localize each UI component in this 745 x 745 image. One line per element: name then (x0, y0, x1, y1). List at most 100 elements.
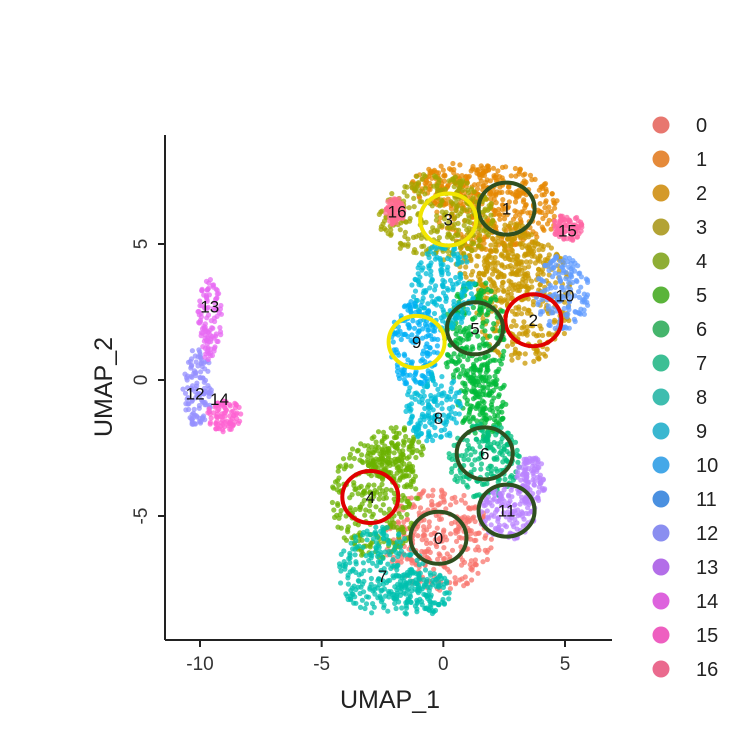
cell-point (527, 259, 533, 265)
cell-point (348, 587, 354, 593)
cell-point (378, 507, 384, 513)
cell-point (538, 326, 544, 332)
cell-point (213, 296, 219, 302)
cell-point (514, 447, 520, 453)
cell-point (371, 434, 377, 440)
cell-point (485, 378, 491, 384)
cell-point (441, 390, 447, 396)
cell-point (569, 228, 576, 234)
cell-point (494, 377, 500, 383)
cell-point (409, 413, 415, 419)
cell-point (234, 410, 240, 416)
cell-point (191, 368, 198, 374)
cell-point (434, 525, 440, 531)
cell-point (213, 426, 219, 432)
cell-point (449, 456, 455, 462)
cell-point (512, 502, 518, 508)
cell-point (453, 331, 459, 337)
cell-point (542, 181, 549, 187)
cell-point (430, 437, 436, 444)
cell-point (450, 160, 456, 167)
legend-item-7: 7 (652, 353, 707, 375)
cell-point (406, 302, 412, 308)
cell-point (408, 566, 414, 573)
cell-point (561, 257, 567, 263)
cell-point (456, 335, 462, 341)
cell-point (400, 332, 406, 338)
cell-point (441, 309, 447, 315)
cell-point (382, 466, 388, 472)
cell-point (419, 602, 425, 608)
cell-point (455, 354, 461, 360)
cell-point (426, 309, 432, 315)
cell-point (488, 522, 494, 528)
cell-point (436, 391, 442, 398)
cell-point (483, 168, 489, 174)
cell-point (533, 455, 539, 461)
cell-point (367, 542, 373, 548)
cell-point (429, 293, 435, 299)
cell-point (359, 552, 365, 558)
cell-point (425, 327, 431, 333)
cell-point (509, 191, 516, 197)
cell-point (418, 302, 424, 309)
cell-point (353, 561, 359, 567)
cell-point (496, 498, 502, 504)
cell-point (444, 364, 450, 370)
cluster-label-11: 11 (498, 502, 516, 521)
cell-point (490, 387, 496, 394)
cell-point (473, 562, 479, 568)
cell-point (438, 187, 444, 193)
cell-point (395, 585, 401, 591)
cell-point (494, 441, 500, 447)
cell-point (444, 393, 450, 399)
cell-point (441, 412, 447, 418)
cell-point (549, 191, 555, 197)
cell-point (478, 227, 484, 233)
cell-point (464, 372, 470, 378)
cell-point (197, 298, 203, 304)
cell-point (227, 426, 233, 432)
cell-point (416, 328, 422, 334)
cell-point (490, 326, 496, 332)
cell-point (371, 491, 377, 497)
cell-point (486, 515, 492, 521)
cell-point (424, 438, 430, 444)
cell-point (341, 466, 347, 472)
cell-point (362, 605, 368, 612)
cell-point (392, 600, 398, 607)
cell-point (419, 586, 425, 592)
cell-point (455, 312, 461, 318)
cell-point (465, 457, 471, 463)
cell-point (429, 502, 436, 508)
cell-point (563, 325, 570, 331)
cell-point (484, 508, 490, 514)
cell-point (194, 383, 200, 389)
cell-point (452, 215, 458, 221)
cell-point (433, 217, 439, 223)
cell-point (237, 418, 243, 424)
cell-point (445, 225, 451, 231)
cell-point (480, 340, 486, 346)
cell-point (470, 295, 476, 301)
cell-point (452, 411, 458, 417)
cell-point (360, 560, 366, 566)
cell-point (427, 285, 433, 291)
cell-point (509, 237, 515, 244)
cell-point (534, 460, 540, 466)
cell-point (547, 260, 553, 266)
cell-point (457, 162, 463, 168)
cell-point (184, 396, 190, 402)
cell-point (428, 229, 434, 235)
cell-point (451, 378, 457, 384)
cell-point (413, 370, 419, 376)
cell-point (488, 212, 494, 218)
cell-point (566, 280, 572, 286)
cell-point (188, 385, 194, 391)
cell-point (353, 600, 359, 606)
cell-point (453, 281, 460, 287)
cell-point (393, 430, 399, 436)
cell-point (379, 531, 385, 537)
cluster-13-points (195, 277, 224, 362)
cell-point (204, 315, 210, 321)
